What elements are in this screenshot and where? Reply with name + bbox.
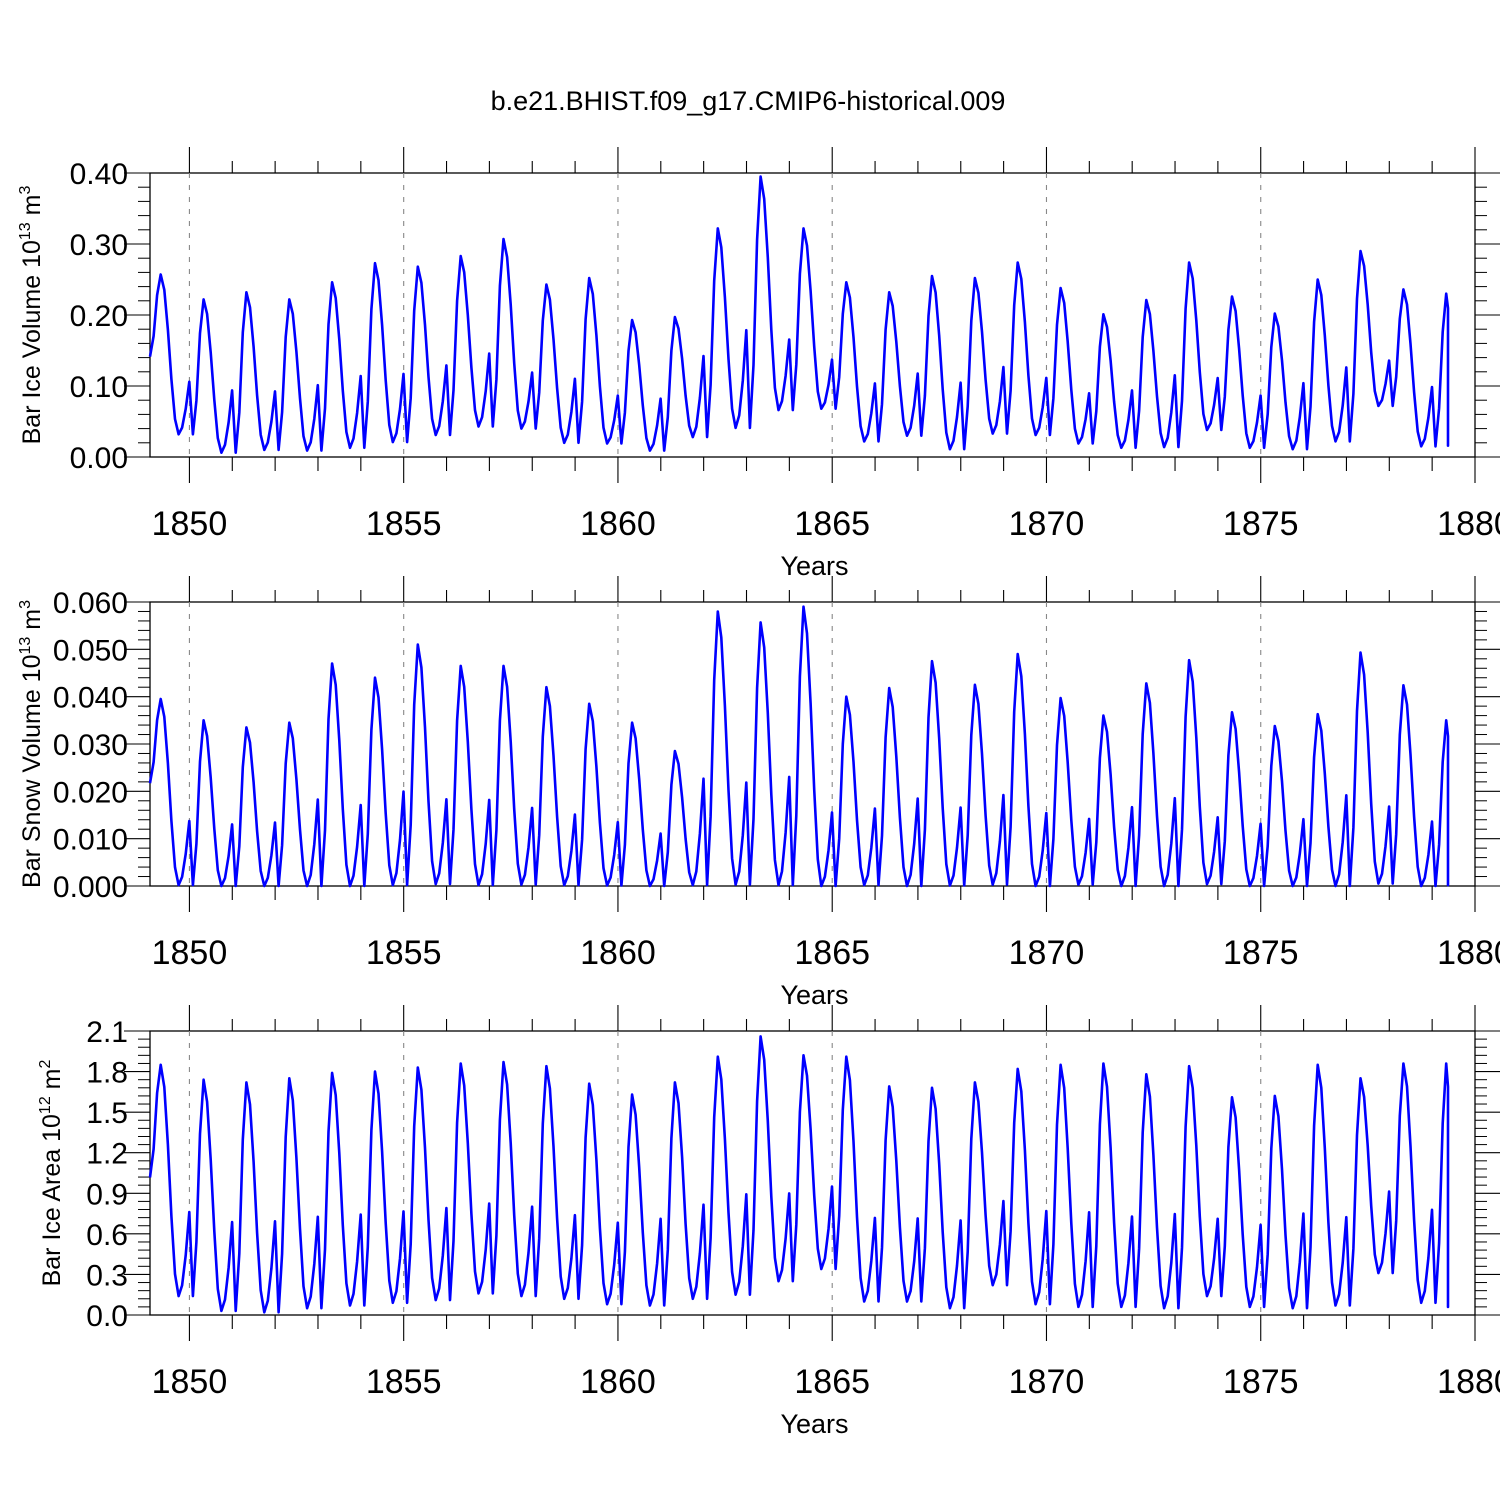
y-tick-label: 0.30 — [70, 229, 128, 262]
y-tick-label: 0.20 — [70, 300, 128, 333]
y-tick-label: 1.5 — [86, 1097, 128, 1130]
y-tick-label: 0.030 — [53, 729, 128, 762]
y-tick-label: 0.6 — [86, 1219, 128, 1252]
y-tick-label: 0.00 — [70, 442, 128, 475]
y-tick-label: 0.10 — [70, 371, 128, 404]
x-tick-label: 1855 — [366, 505, 442, 543]
x-tick-label: 1855 — [366, 1363, 442, 1401]
chart-title: b.e21.BHIST.f09_g17.CMIP6-historical.009 — [491, 86, 1006, 116]
x-tick-label: 1850 — [152, 1363, 228, 1401]
x-tick-label: 1855 — [366, 934, 442, 972]
y-tick-label: 1.8 — [86, 1057, 128, 1090]
x-tick-label: 1875 — [1223, 505, 1299, 543]
x-tick-label: 1860 — [580, 505, 656, 543]
y-tick-label: 0.060 — [53, 587, 128, 620]
x-tick-label: 1875 — [1223, 934, 1299, 972]
x-tick-label: 1850 — [152, 934, 228, 972]
y-axis-label: Bar Ice Area 1012 m2 — [37, 1060, 66, 1287]
y-tick-label: 0.010 — [53, 824, 128, 857]
y-tick-label: 0.0 — [86, 1300, 128, 1333]
x-axis-label: Years — [780, 980, 848, 1010]
y-tick-label: 0.000 — [53, 871, 128, 904]
series-line — [148, 605, 1450, 888]
x-tick-label: 1860 — [580, 1363, 656, 1401]
y-tick-label: 1.2 — [86, 1138, 128, 1171]
x-tick-label: 1875 — [1223, 1363, 1299, 1401]
y-tick-label: 0.9 — [86, 1178, 128, 1211]
y-tick-label: 2.1 — [86, 1016, 128, 1049]
y-tick-label: 0.050 — [53, 634, 128, 667]
x-tick-label: 1870 — [1009, 1363, 1085, 1401]
series-line — [148, 175, 1450, 454]
y-tick-label: 0.3 — [86, 1259, 128, 1292]
x-tick-label: 1865 — [794, 1363, 870, 1401]
x-axis-label: Years — [780, 1409, 848, 1439]
x-tick-label: 1865 — [794, 505, 870, 543]
y-tick-label: 0.020 — [53, 776, 128, 809]
x-tick-label: 1860 — [580, 934, 656, 972]
series-line — [148, 1035, 1450, 1314]
y-tick-label: 0.040 — [53, 682, 128, 715]
y-axis-label: Bar Ice Volume 1013 m3 — [17, 186, 46, 445]
x-axis-label: Years — [780, 551, 848, 581]
y-axis-label: Bar Snow Volume 1013 m3 — [17, 600, 46, 888]
x-tick-label: 1850 — [152, 505, 228, 543]
x-tick-label: 1865 — [794, 934, 870, 972]
x-tick-label: 1870 — [1009, 934, 1085, 972]
y-tick-label: 0.40 — [70, 158, 128, 191]
x-tick-label: 1870 — [1009, 505, 1085, 543]
